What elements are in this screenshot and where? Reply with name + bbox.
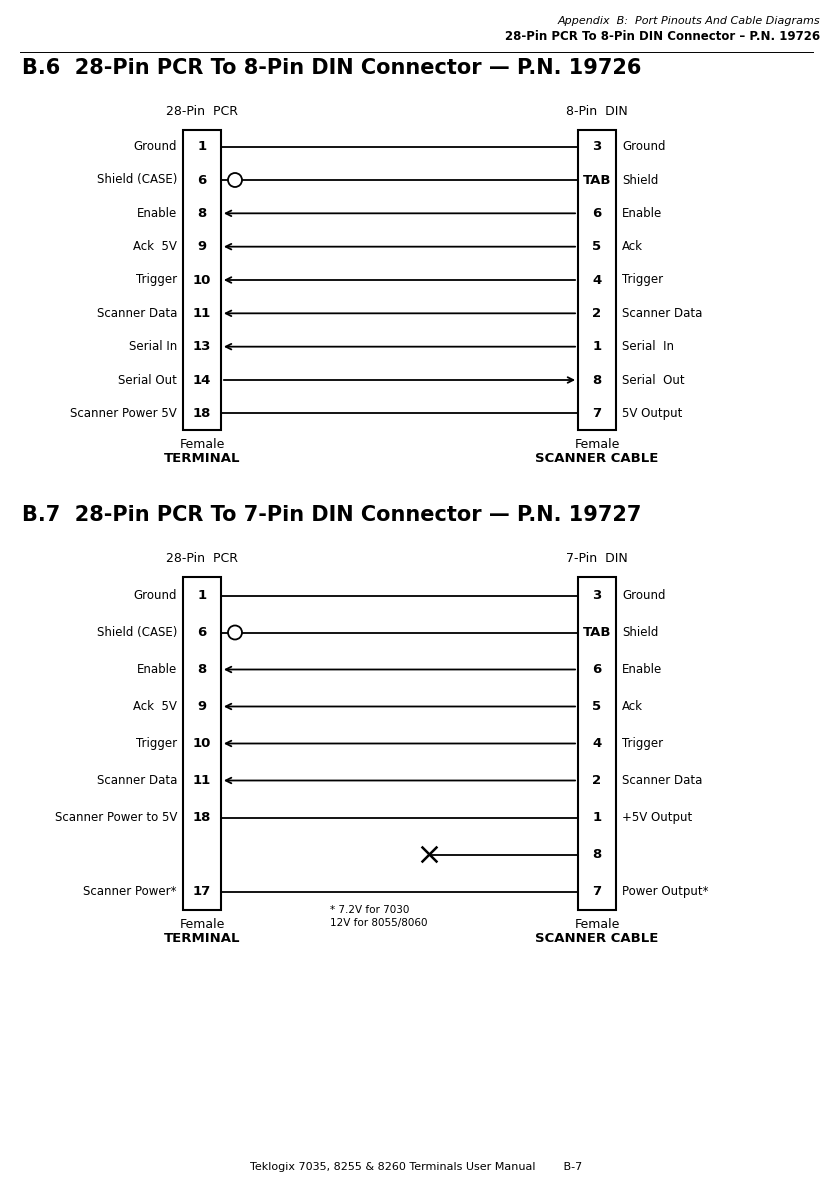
- Text: 9: 9: [197, 241, 207, 254]
- Text: * 7.2V for 7030: * 7.2V for 7030: [330, 905, 409, 915]
- Text: 1: 1: [592, 340, 601, 353]
- Text: Ground: Ground: [622, 589, 666, 602]
- Text: Enable: Enable: [137, 207, 177, 220]
- Bar: [578, 577, 616, 910]
- Text: 7-Pin  DIN: 7-Pin DIN: [566, 552, 628, 565]
- Text: 28-Pin  PCR: 28-Pin PCR: [166, 105, 238, 119]
- Text: Shield (CASE): Shield (CASE): [97, 626, 177, 639]
- Text: 18: 18: [192, 812, 212, 824]
- Text: Ack  5V: Ack 5V: [133, 241, 177, 254]
- Text: 10: 10: [192, 273, 212, 286]
- Bar: [183, 130, 221, 430]
- Text: 1: 1: [197, 589, 207, 602]
- Text: SCANNER CABLE: SCANNER CABLE: [536, 452, 659, 464]
- Text: 13: 13: [192, 340, 212, 353]
- Text: Enable: Enable: [137, 663, 177, 676]
- Circle shape: [228, 174, 242, 187]
- Text: Ack: Ack: [622, 241, 643, 254]
- Text: SCANNER CABLE: SCANNER CABLE: [536, 932, 659, 944]
- Text: 8-Pin  DIN: 8-Pin DIN: [566, 105, 628, 119]
- Text: TAB: TAB: [583, 174, 611, 187]
- Text: Serial  Out: Serial Out: [622, 373, 685, 387]
- Text: Shield (CASE): Shield (CASE): [97, 174, 177, 187]
- Text: 6: 6: [197, 174, 207, 187]
- Text: 1: 1: [197, 140, 207, 153]
- Text: 11: 11: [193, 306, 211, 320]
- Text: 6: 6: [592, 663, 601, 676]
- Text: 8: 8: [197, 663, 207, 676]
- Text: Scanner Power*: Scanner Power*: [83, 885, 177, 898]
- Text: 10: 10: [192, 737, 212, 751]
- Text: 11: 11: [193, 774, 211, 786]
- Text: Scanner Power to 5V: Scanner Power to 5V: [55, 812, 177, 824]
- Text: B.6  28-Pin PCR To 8-Pin DIN Connector — P.N. 19726: B.6 28-Pin PCR To 8-Pin DIN Connector — …: [22, 57, 641, 78]
- Text: 5: 5: [592, 700, 601, 713]
- Text: Scanner Data: Scanner Data: [97, 306, 177, 320]
- Text: 7: 7: [592, 885, 601, 898]
- Text: Shield: Shield: [622, 174, 658, 187]
- Text: 9: 9: [197, 700, 207, 713]
- Text: 8: 8: [592, 373, 601, 387]
- Text: 5V Output: 5V Output: [622, 407, 682, 420]
- Text: 6: 6: [197, 626, 207, 639]
- Text: TAB: TAB: [583, 626, 611, 639]
- Text: 28-Pin  PCR: 28-Pin PCR: [166, 552, 238, 565]
- Text: Female: Female: [574, 918, 620, 931]
- Circle shape: [228, 626, 242, 639]
- Text: Serial In: Serial In: [129, 340, 177, 353]
- Text: 8: 8: [197, 207, 207, 220]
- Text: 17: 17: [193, 885, 211, 898]
- Text: Scanner Data: Scanner Data: [622, 774, 702, 786]
- Bar: [578, 130, 616, 430]
- Text: TERMINAL: TERMINAL: [164, 452, 240, 464]
- Text: Ground: Ground: [133, 589, 177, 602]
- Text: Ack  5V: Ack 5V: [133, 700, 177, 713]
- Bar: [183, 577, 221, 910]
- Text: Female: Female: [179, 918, 225, 931]
- Text: +5V Output: +5V Output: [622, 812, 692, 824]
- Text: 2: 2: [592, 774, 601, 786]
- Text: 3: 3: [592, 589, 601, 602]
- Text: B.7  28-Pin PCR To 7-Pin DIN Connector — P.N. 19727: B.7 28-Pin PCR To 7-Pin DIN Connector — …: [22, 505, 641, 525]
- Text: 3: 3: [592, 140, 601, 153]
- Text: 4: 4: [592, 737, 601, 751]
- Text: Female: Female: [574, 438, 620, 451]
- Text: 1: 1: [592, 812, 601, 824]
- Text: 14: 14: [192, 373, 212, 387]
- Text: 28-Pin PCR To 8-Pin DIN Connector – P.N. 19726: 28-Pin PCR To 8-Pin DIN Connector – P.N.…: [505, 30, 820, 43]
- Text: Scanner Power 5V: Scanner Power 5V: [70, 407, 177, 420]
- Text: 4: 4: [592, 273, 601, 286]
- Text: Appendix  B:  Port Pinouts And Cable Diagrams: Appendix B: Port Pinouts And Cable Diagr…: [557, 16, 820, 26]
- Text: Serial Out: Serial Out: [118, 373, 177, 387]
- Text: TERMINAL: TERMINAL: [164, 932, 240, 944]
- Text: Trigger: Trigger: [622, 273, 663, 286]
- Text: Ground: Ground: [622, 140, 666, 153]
- Text: 18: 18: [192, 407, 212, 420]
- Text: Female: Female: [179, 438, 225, 451]
- Text: 8: 8: [592, 847, 601, 861]
- Text: Scanner Data: Scanner Data: [97, 774, 177, 786]
- Text: 2: 2: [592, 306, 601, 320]
- Text: 6: 6: [592, 207, 601, 220]
- Text: Serial  In: Serial In: [622, 340, 674, 353]
- Text: 12V for 8055/8060: 12V for 8055/8060: [330, 918, 427, 928]
- Text: Power Output*: Power Output*: [622, 885, 709, 898]
- Text: Trigger: Trigger: [136, 273, 177, 286]
- Text: Ack: Ack: [622, 700, 643, 713]
- Text: 5: 5: [592, 241, 601, 254]
- Text: Trigger: Trigger: [136, 737, 177, 751]
- Text: Trigger: Trigger: [622, 737, 663, 751]
- Text: 7: 7: [592, 407, 601, 420]
- Text: Enable: Enable: [622, 663, 662, 676]
- Text: Shield: Shield: [622, 626, 658, 639]
- Text: Scanner Data: Scanner Data: [622, 306, 702, 320]
- Text: Enable: Enable: [622, 207, 662, 220]
- Text: Ground: Ground: [133, 140, 177, 153]
- Text: Teklogix 7035, 8255 & 8260 Terminals User Manual        B-7: Teklogix 7035, 8255 & 8260 Terminals Use…: [250, 1162, 582, 1172]
